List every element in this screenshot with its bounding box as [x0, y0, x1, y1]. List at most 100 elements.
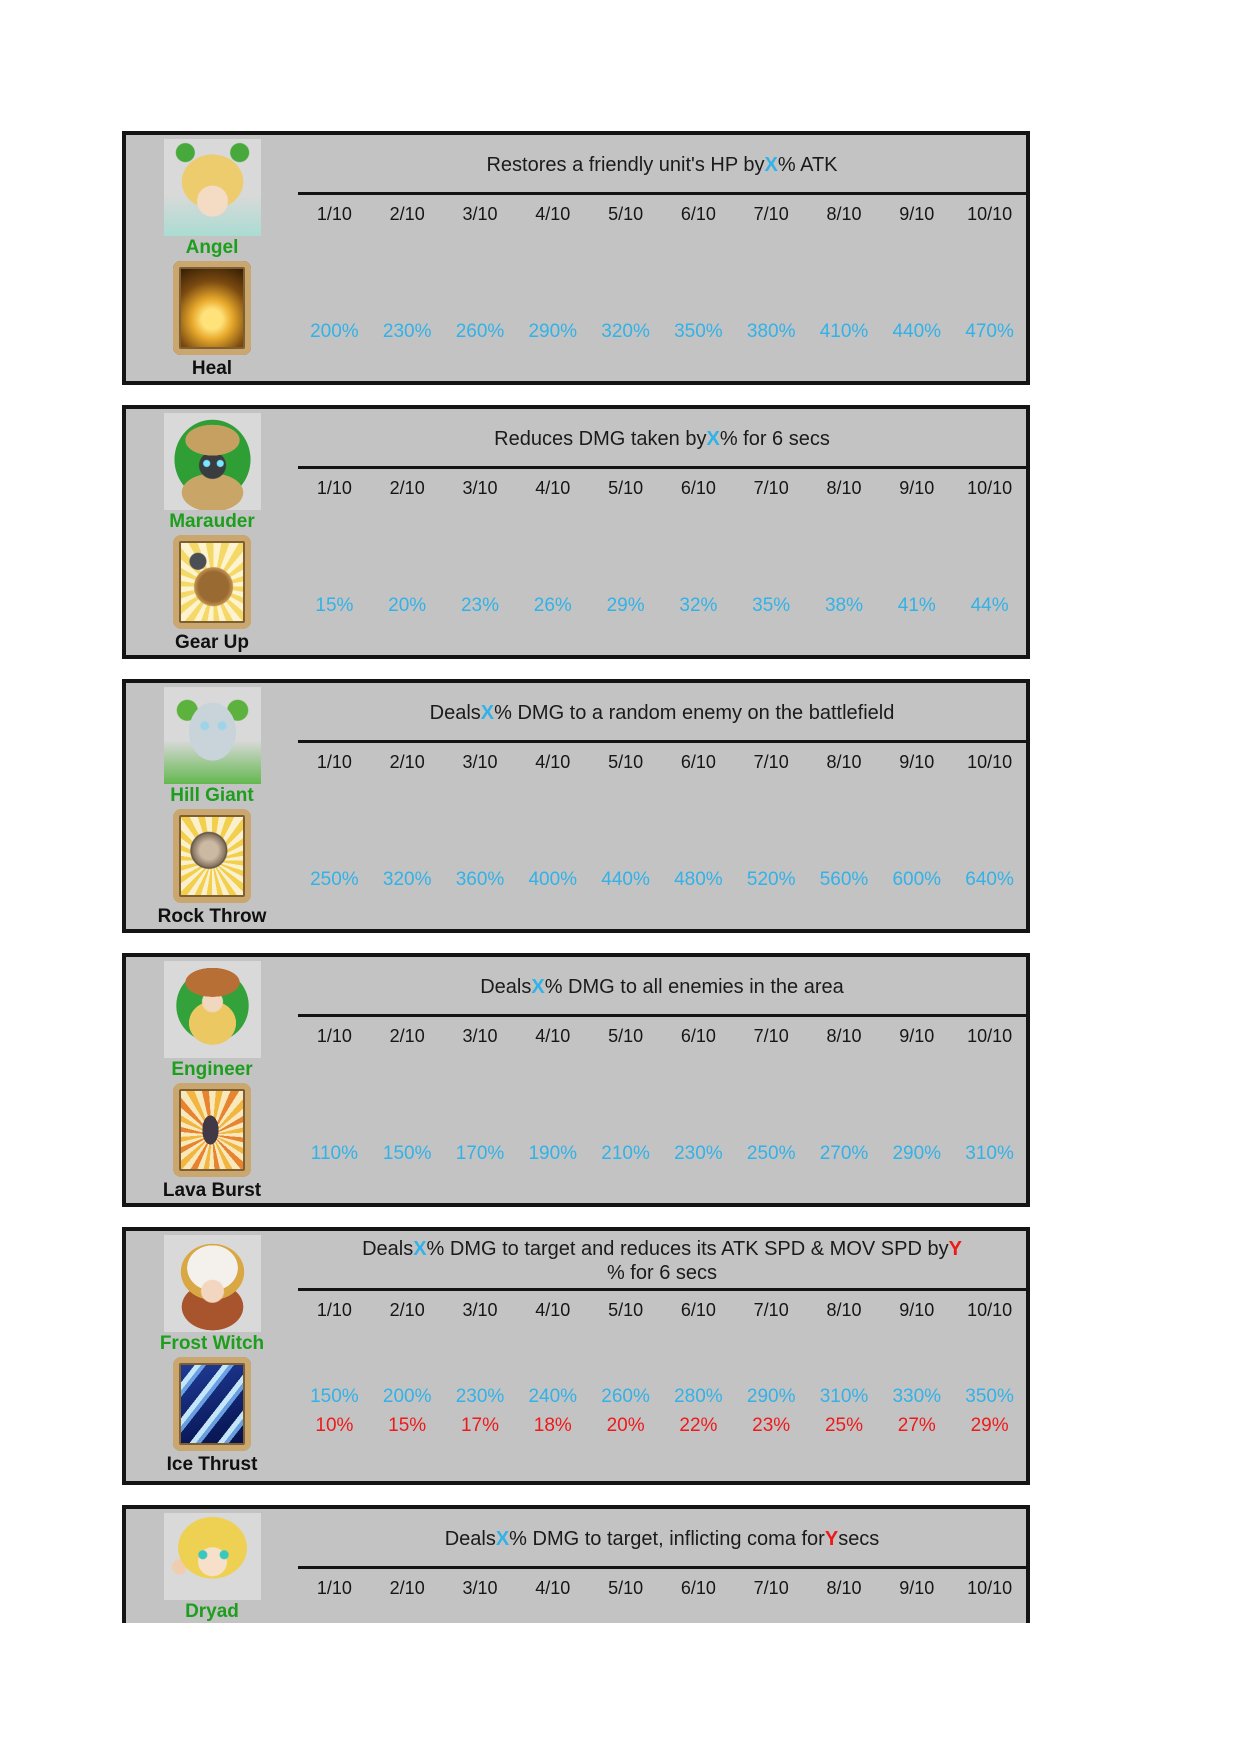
level-header-cell: 6/10	[680, 752, 716, 772]
value-cell: 29%	[970, 1415, 1009, 1436]
value-cell: 290%	[528, 321, 578, 342]
table-divider	[298, 1288, 1026, 1291]
skill-description: Deals X% DMG to target, inflicting coma …	[298, 1509, 1026, 1566]
hero-name: Hill Giant	[170, 785, 254, 806]
skill-level-table: Deals X% DMG to a random enemy on the ba…	[298, 683, 1026, 929]
value-cell: 20%	[388, 595, 427, 616]
level-header-cell: 3/10	[462, 1026, 498, 1046]
skill-name: Ice Thrust	[166, 1454, 258, 1475]
skill-level-table: Deals X% DMG to target, inflicting coma …	[298, 1509, 1026, 1623]
value-rows: 15% 20% 23% 26% 29% 32% 35% 38% 41% 44%	[298, 595, 1026, 617]
level-header-cell: 3/10	[462, 1300, 498, 1320]
value-cell: 640%	[965, 869, 1014, 890]
description-text: Deals	[444, 1527, 496, 1550]
table-divider	[298, 1566, 1026, 1569]
level-header-cell: 2/10	[389, 1026, 425, 1046]
description-text: secs	[838, 1527, 880, 1550]
skill-description: Deals X% DMG to all enemies in the area	[298, 957, 1026, 1014]
value-cell: 20%	[606, 1415, 645, 1436]
level-header-cell: 3/10	[462, 752, 498, 772]
value-cell: 230%	[674, 1143, 723, 1164]
level-header-cell: 1/10	[316, 1578, 352, 1598]
value-rows: 200% 230% 260% 290% 320% 350% 380% 410% 440% 470%	[298, 321, 1026, 343]
hill-giant-portrait-icon	[163, 687, 261, 784]
value-cell: 310%	[965, 1143, 1014, 1164]
description-text: Restores a friendly unit's HP by	[486, 153, 765, 176]
value-cell: 23%	[460, 595, 499, 616]
value-cell: 10%	[315, 1415, 354, 1436]
value-cell: 240%	[528, 1386, 578, 1407]
hero-column: Engineer Lava Burst	[126, 957, 298, 1203]
level-header-cell: 8/10	[826, 1026, 862, 1046]
level-header-cell: 10/10	[967, 1300, 1013, 1320]
value-cell: 560%	[819, 869, 869, 890]
value-row-blue: 200% 230% 260% 290% 320% 350% 380% 410% 440% 470%	[298, 321, 1026, 343]
skill-name: Lava Burst	[162, 1180, 262, 1201]
value-cell: 15%	[388, 1415, 427, 1436]
skill-variable-blue: X	[495, 1527, 510, 1550]
level-header-row: 1/10 2/10 3/10 4/10 5/10 6/10 7/10 8/10 9/10 10/1…	[298, 743, 1026, 773]
value-cell: 29%	[606, 595, 645, 616]
value-cell: 26%	[533, 595, 572, 616]
skill-variable-blue: X	[764, 153, 778, 176]
description-text: % DMG to a random enemy on the battlefie…	[494, 701, 895, 724]
level-header-cell: 8/10	[826, 478, 862, 498]
value-cell: 230%	[455, 1386, 505, 1407]
value-cell: 41%	[897, 595, 936, 616]
skill-description: Deals X% DMG to a random enemy on the ba…	[298, 683, 1026, 740]
hero-name: Angel	[185, 237, 239, 258]
skill-name: Rock Throw	[157, 906, 267, 927]
skill-level-table: Deals X% DMG to target and reduces its A…	[298, 1231, 1026, 1481]
skill-variable-red: Y	[824, 1527, 839, 1550]
value-cell: 38%	[824, 595, 863, 616]
value-cell: 290%	[746, 1386, 796, 1407]
level-header-row: 1/10 2/10 3/10 4/10 5/10 6/10 7/10 8/10 9/10 10/1…	[298, 1569, 1026, 1599]
level-header-cell: 3/10	[462, 478, 498, 498]
level-header-cell: 2/10	[389, 1578, 425, 1598]
value-cell: 350%	[674, 321, 723, 342]
level-header-cell: 1/10	[316, 1300, 352, 1320]
level-header-cell: 9/10	[899, 478, 935, 498]
level-header-cell: 7/10	[753, 1300, 789, 1320]
hero-column: Marauder Gear Up	[126, 409, 298, 655]
skill-panel-dryad: Dryad Deals X% DMG to target, inflicting…	[122, 1505, 1030, 1623]
level-header-cell: 4/10	[535, 204, 571, 224]
level-header-cell: 9/10	[899, 204, 935, 224]
value-cell: 190%	[528, 1143, 578, 1164]
value-cell: 480%	[674, 869, 723, 890]
skill-panel-frost-witch: Frost Witch Ice Thrust Deals X% DMG to t…	[122, 1227, 1030, 1485]
level-header-cell: 1/10	[316, 204, 352, 224]
value-cell: 230%	[382, 321, 432, 342]
heal-skill-icon	[173, 261, 251, 355]
skill-panel-angel: Angel Heal Restores a friendly unit's HP…	[122, 131, 1030, 385]
value-cell: 400%	[528, 869, 578, 890]
level-header-cell: 10/10	[967, 752, 1013, 772]
marauder-portrait-icon	[163, 413, 261, 510]
gear-up-skill-icon	[173, 535, 251, 629]
hero-column: Frost Witch Ice Thrust	[126, 1231, 298, 1481]
level-header-cell: 10/10	[967, 1026, 1013, 1046]
level-header-cell: 7/10	[753, 204, 789, 224]
hero-name: Dryad	[185, 1601, 239, 1622]
value-cell: 27%	[897, 1415, 936, 1436]
value-cell: 260%	[601, 1386, 650, 1407]
table-divider	[298, 466, 1026, 469]
description-text: % DMG to target and reduces its ATK SPD …	[426, 1237, 949, 1260]
value-cell: 290%	[892, 1143, 942, 1164]
description-text: Reduces DMG taken by	[494, 427, 707, 450]
value-cell: 15%	[315, 595, 354, 616]
level-header-cell: 8/10	[826, 752, 862, 772]
hero-name: Engineer	[171, 1059, 253, 1080]
hero-column: Angel Heal	[126, 135, 298, 381]
level-header-cell: 2/10	[389, 752, 425, 772]
description-text: % for 6 secs	[719, 427, 830, 450]
description-text: Deals	[480, 975, 532, 998]
level-header-cell: 1/10	[316, 1026, 352, 1046]
table-divider	[298, 192, 1026, 195]
level-header-cell: 4/10	[535, 1300, 571, 1320]
value-cell: 260%	[455, 321, 505, 342]
level-header-cell: 4/10	[535, 752, 571, 772]
level-header-cell: 2/10	[389, 204, 425, 224]
level-header-row: 1/10 2/10 3/10 4/10 5/10 6/10 7/10 8/10 9/10 10/1…	[298, 195, 1026, 225]
value-cell: 280%	[674, 1386, 723, 1407]
